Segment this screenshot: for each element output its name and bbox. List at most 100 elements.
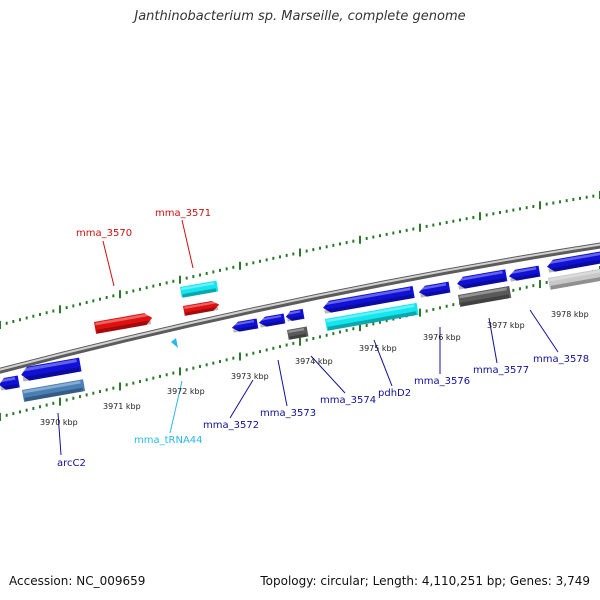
- gene-highlight: [509, 267, 537, 275]
- gene-label-mma-trna44[interactable]: mma_tRNA44: [134, 435, 203, 446]
- gene-pdhd2: [325, 302, 419, 331]
- leader-line: [102, 240, 115, 287]
- gene-body: [231, 318, 259, 332]
- gene-shade: [24, 387, 84, 402]
- gene-arcc2: [22, 379, 86, 402]
- gene-track: [0, 250, 600, 402]
- gene-shade: [182, 288, 217, 298]
- gene-shade: [548, 258, 600, 273]
- label-leader-lines: [57, 219, 559, 456]
- gene-body: [180, 280, 219, 298]
- gene-shade: [458, 277, 506, 290]
- gene-shade: [289, 333, 307, 340]
- leader-line: [310, 355, 346, 394]
- gene-shade: [324, 294, 413, 314]
- gene-labels: mma_3570 mma_3571 arcC2 mma_tRNA44 mma_3…: [57, 208, 589, 469]
- gene-shade: [96, 320, 152, 334]
- gene-highlight: [547, 252, 600, 265]
- gene-shade: [510, 273, 539, 282]
- kbp-label: 3977 kbp: [487, 321, 525, 330]
- gene-body: [0, 375, 20, 390]
- gene-mma-3577: [457, 269, 508, 290]
- gene-label-mma-3572[interactable]: mma_3572: [203, 420, 259, 431]
- leader-line: [229, 379, 254, 419]
- gene-body: [418, 281, 451, 297]
- gene-label-mma-3574[interactable]: mma_3574: [320, 395, 376, 406]
- leader-line: [169, 380, 183, 434]
- kbp-label: 3978 kbp: [551, 310, 589, 319]
- gene-shade: [420, 289, 449, 298]
- gene-label-mma-3578[interactable]: mma_3578: [533, 354, 589, 365]
- gene-mma-3576: [418, 281, 451, 298]
- gene-shade: [327, 311, 417, 331]
- gene-highlight: [181, 282, 215, 291]
- gene-shade: [460, 294, 510, 307]
- tick-track: [0, 191, 600, 421]
- gene-highlight: [323, 287, 411, 306]
- gene-mma-3574-gray: [287, 326, 309, 340]
- gene-body: [287, 326, 309, 340]
- gene-mma-3574: [323, 286, 415, 314]
- leader-line: [373, 339, 393, 387]
- gene-body: [508, 265, 541, 281]
- gene-highlight: [184, 301, 217, 309]
- gene-shade: [287, 315, 303, 322]
- gene-body: [94, 313, 153, 334]
- gene-mma-3578-small: [508, 265, 541, 282]
- kbp-scale-labels: 3970 kbp 3971 kbp 3972 kbp 3973 kbp 3974…: [40, 310, 589, 427]
- gene-mma-3578: [547, 250, 600, 273]
- gene-body: [547, 250, 600, 272]
- gene-highlight: [232, 319, 255, 326]
- gene-mma-3577-gray: [458, 285, 512, 307]
- gene-label-mma-3573[interactable]: mma_3573: [260, 408, 316, 419]
- gene-mma-3573: [258, 313, 286, 328]
- gene-label-mma-3570[interactable]: mma_3570: [76, 228, 132, 239]
- genome-backbone: [0, 242, 600, 374]
- gene-mma-3572: [231, 318, 259, 333]
- gene-body: [22, 379, 86, 402]
- gene-highlight: [326, 304, 415, 323]
- kbp-label: 3975 kbp: [359, 344, 397, 353]
- leader-line: [529, 309, 559, 353]
- kbp-label: 3972 kbp: [167, 387, 205, 396]
- gene-highlight: [419, 283, 447, 291]
- gene-highlight: [23, 380, 81, 394]
- leader-line: [277, 359, 288, 407]
- gene-body: [285, 308, 305, 321]
- leader-line: [57, 412, 62, 456]
- gene-body: [21, 357, 82, 381]
- gene-shade: [550, 276, 600, 290]
- gene-shade: [0, 383, 18, 391]
- gene-shade: [260, 320, 284, 328]
- gene-body: [458, 285, 512, 307]
- gene-highlight: [549, 269, 600, 282]
- kbp-label: 3976 kbp: [423, 333, 461, 342]
- map-title: Janthinobacterium sp. Marseille, complet…: [134, 9, 466, 24]
- gene-body: [183, 300, 220, 316]
- gene-highlight: [95, 313, 149, 326]
- kbp-label: 3973 kbp: [231, 372, 269, 381]
- gene-mma-3571-cyan: [180, 280, 219, 298]
- gene-label-pdhd2[interactable]: pdhD2: [378, 388, 411, 399]
- gene-label-arcc2[interactable]: arcC2: [57, 458, 86, 469]
- gene-body: [325, 302, 419, 331]
- gene-shade: [185, 306, 219, 316]
- gene-label-mma-3577[interactable]: mma_3577: [473, 365, 529, 376]
- backbone-line: [0, 242, 600, 374]
- gene-left-edge: [0, 375, 20, 391]
- topology-text: Topology: circular; Length: 4,110,251 bp…: [260, 574, 590, 588]
- leader-line: [181, 219, 194, 269]
- gene-label-mma-3576[interactable]: mma_3576: [414, 376, 470, 387]
- gene-mma-3574-small: [285, 308, 305, 322]
- gene-mma-3571: [183, 300, 220, 316]
- gene-highlight: [0, 377, 16, 383]
- gene-mma-3570: [94, 313, 153, 334]
- gene-label-mma-3571[interactable]: mma_3571: [155, 208, 211, 219]
- gene-highlight: [286, 310, 301, 315]
- gene-highlight: [457, 270, 503, 282]
- backbone-highlight: [0, 243, 600, 371]
- gene-arcc2-blue: [21, 357, 82, 382]
- accession-text: Accession: NC_009659: [9, 574, 146, 588]
- gene-highlight: [288, 328, 305, 333]
